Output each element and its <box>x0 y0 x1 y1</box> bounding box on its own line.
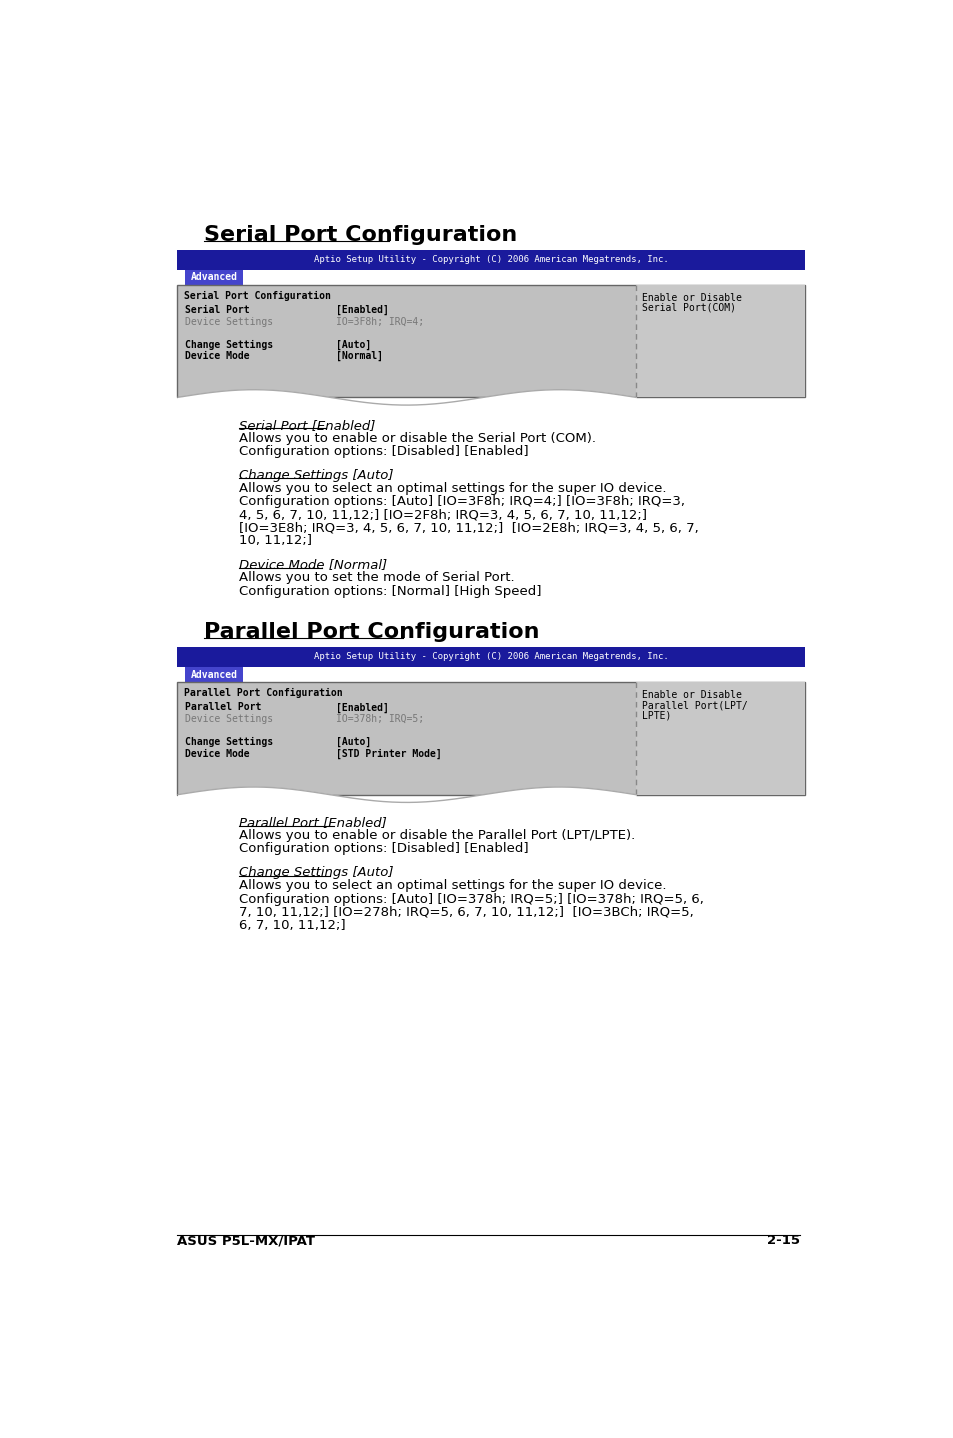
Text: [Auto]: [Auto] <box>335 339 371 349</box>
Text: [IO=3E8h; IRQ=3, 4, 5, 6, 7, 10, 11,12;]  [IO=2E8h; IRQ=3, 4, 5, 6, 7,: [IO=3E8h; IRQ=3, 4, 5, 6, 7, 10, 11,12;]… <box>239 522 699 535</box>
Text: Allows you to set the mode of Serial Port.: Allows you to set the mode of Serial Por… <box>239 571 515 584</box>
Text: Change Settings: Change Settings <box>185 736 273 746</box>
Text: Configuration options: [Auto] [IO=3F8h; IRQ=4;] [IO=3F8h; IRQ=3,: Configuration options: [Auto] [IO=3F8h; … <box>239 495 684 508</box>
Text: 6, 7, 10, 11,12;]: 6, 7, 10, 11,12;] <box>239 919 346 932</box>
Text: Change Settings [Auto]: Change Settings [Auto] <box>239 866 394 879</box>
Text: Serial Port Configuration: Serial Port Configuration <box>204 224 517 244</box>
FancyBboxPatch shape <box>185 269 243 285</box>
Text: Serial Port Configuration: Serial Port Configuration <box>183 290 330 301</box>
Text: 10, 11,12;]: 10, 11,12;] <box>239 535 312 548</box>
Text: Configuration options: [Auto] [IO=378h; IRQ=5;] [IO=378h; IRQ=5, 6,: Configuration options: [Auto] [IO=378h; … <box>239 893 703 906</box>
Text: 2-15: 2-15 <box>766 1234 800 1248</box>
Text: [Enabled]: [Enabled] <box>335 305 389 315</box>
Text: Advanced: Advanced <box>191 670 237 680</box>
Text: Aptio Setup Utility - Copyright (C) 2006 American Megatrends, Inc.: Aptio Setup Utility - Copyright (C) 2006… <box>314 653 668 661</box>
Text: [Auto]: [Auto] <box>335 736 371 748</box>
FancyBboxPatch shape <box>177 285 804 397</box>
Text: Serial Port(COM): Serial Port(COM) <box>641 302 736 312</box>
FancyBboxPatch shape <box>636 285 804 397</box>
Text: Parallel Port Configuration: Parallel Port Configuration <box>183 689 342 699</box>
Text: Device Mode: Device Mode <box>185 351 250 361</box>
Text: Change Settings: Change Settings <box>185 339 273 349</box>
Text: Configuration options: [Disabled] [Enabled]: Configuration options: [Disabled] [Enabl… <box>239 446 529 459</box>
Text: Change Settings [Auto]: Change Settings [Auto] <box>239 469 394 482</box>
Text: Enable or Disable: Enable or Disable <box>641 293 741 302</box>
Text: Parallel Port [Enabled]: Parallel Port [Enabled] <box>239 817 387 830</box>
Text: LPTE): LPTE) <box>641 710 671 720</box>
Text: [Enabled]: [Enabled] <box>335 702 389 713</box>
FancyBboxPatch shape <box>636 682 804 795</box>
Text: Configuration options: [Disabled] [Enabled]: Configuration options: [Disabled] [Enabl… <box>239 843 529 856</box>
Text: Parallel Port(LPT/: Parallel Port(LPT/ <box>641 700 747 710</box>
Text: Device Settings: Device Settings <box>185 316 273 326</box>
Text: Parallel Port Configuration: Parallel Port Configuration <box>204 623 539 643</box>
Text: Configuration options: [Normal] [High Speed]: Configuration options: [Normal] [High Sp… <box>239 584 541 598</box>
FancyBboxPatch shape <box>185 667 243 682</box>
Text: Allows you to enable or disable the Parallel Port (LPT/LPTE).: Allows you to enable or disable the Para… <box>239 830 635 843</box>
Text: Advanced: Advanced <box>191 272 237 282</box>
Text: Serial Port [Enabled]: Serial Port [Enabled] <box>239 418 375 431</box>
FancyBboxPatch shape <box>177 682 804 795</box>
Text: Allows you to select an optimal settings for the super IO device.: Allows you to select an optimal settings… <box>239 880 666 893</box>
FancyBboxPatch shape <box>177 647 804 667</box>
Text: Enable or Disable: Enable or Disable <box>641 690 741 700</box>
Text: IO=378h; IRQ=5;: IO=378h; IRQ=5; <box>335 713 424 723</box>
Text: Device Mode [Normal]: Device Mode [Normal] <box>239 558 387 571</box>
Text: Serial Port: Serial Port <box>185 305 250 315</box>
Text: Aptio Setup Utility - Copyright (C) 2006 American Megatrends, Inc.: Aptio Setup Utility - Copyright (C) 2006… <box>314 255 668 265</box>
Text: IO=3F8h; IRQ=4;: IO=3F8h; IRQ=4; <box>335 316 424 326</box>
Text: 4, 5, 6, 7, 10, 11,12;] [IO=2F8h; IRQ=3, 4, 5, 6, 7, 10, 11,12;]: 4, 5, 6, 7, 10, 11,12;] [IO=2F8h; IRQ=3,… <box>239 508 647 522</box>
Text: Allows you to select an optimal settings for the super IO device.: Allows you to select an optimal settings… <box>239 482 666 495</box>
Text: 7, 10, 11,12;] [IO=278h; IRQ=5, 6, 7, 10, 11,12;]  [IO=3BCh; IRQ=5,: 7, 10, 11,12;] [IO=278h; IRQ=5, 6, 7, 10… <box>239 906 694 919</box>
Text: Device Mode: Device Mode <box>185 749 250 758</box>
Text: [STD Printer Mode]: [STD Printer Mode] <box>335 749 441 759</box>
Text: Device Settings: Device Settings <box>185 713 273 723</box>
Text: [Normal]: [Normal] <box>335 351 383 361</box>
Text: Allows you to enable or disable the Serial Port (COM).: Allows you to enable or disable the Seri… <box>239 431 596 444</box>
Text: ASUS P5L-MX/IPAT: ASUS P5L-MX/IPAT <box>177 1234 315 1248</box>
FancyBboxPatch shape <box>177 250 804 269</box>
Text: Parallel Port: Parallel Port <box>185 702 261 712</box>
